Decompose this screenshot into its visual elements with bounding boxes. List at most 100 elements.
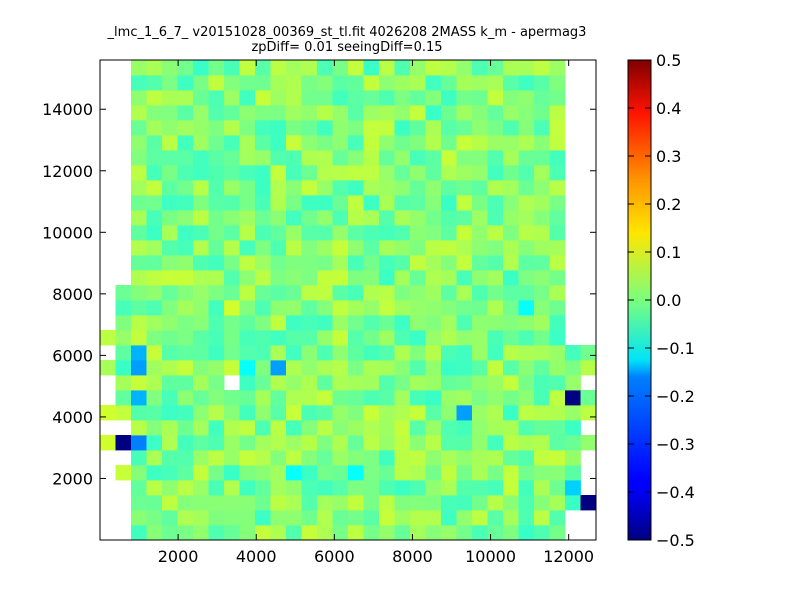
heatmap-cell (193, 330, 209, 346)
heatmap-cell (456, 180, 473, 196)
heatmap-cell (193, 150, 209, 166)
heatmap-cell (131, 135, 147, 151)
heatmap-cell (363, 240, 380, 256)
heatmap-cell (518, 150, 535, 166)
heatmap-cell (146, 180, 163, 196)
heatmap-cell (487, 270, 504, 286)
heatmap-cell (534, 255, 550, 271)
heatmap-cell (456, 390, 473, 406)
heatmap-cell (317, 210, 333, 226)
heatmap-cell (131, 345, 147, 361)
heatmap-cell (456, 300, 473, 316)
heatmap-cell (115, 465, 132, 481)
heatmap-cell (487, 255, 504, 271)
heatmap-cell (580, 390, 597, 406)
colorbar-tick-label: −0.4 (656, 483, 695, 502)
heatmap-cell (348, 240, 364, 256)
heatmap-cell (131, 390, 147, 406)
heatmap-cell (503, 465, 519, 481)
heatmap-cell (286, 240, 302, 256)
heatmap-cell (441, 285, 457, 301)
heatmap-cell (410, 195, 426, 211)
heatmap-cell (456, 510, 473, 526)
heatmap-cell (317, 120, 333, 136)
heatmap-cell (286, 510, 302, 526)
heatmap-cell (363, 465, 380, 481)
heatmap-cell (549, 240, 566, 256)
heatmap-cell (286, 60, 302, 76)
heatmap-cell (270, 375, 287, 391)
heatmap-cell (379, 165, 395, 181)
heatmap-cell (239, 120, 256, 136)
heatmap-cell (255, 450, 271, 466)
heatmap-cell (503, 315, 519, 331)
heatmap-cell (348, 180, 364, 196)
heatmap-cell (363, 375, 380, 391)
heatmap-cell (410, 165, 426, 181)
heatmap-cell (425, 105, 442, 121)
heatmap-cell (301, 525, 318, 541)
heatmap-cell (456, 360, 473, 376)
heatmap-cell (456, 345, 473, 361)
heatmap-cell (441, 120, 457, 136)
heatmap-cell (224, 195, 240, 211)
heatmap-cell (472, 240, 488, 256)
heatmap-cell (503, 135, 519, 151)
heatmap-cell (332, 210, 349, 226)
heatmap-cell (146, 450, 163, 466)
heatmap-cell (379, 315, 395, 331)
heatmap-cell (534, 135, 550, 151)
heatmap-cell (565, 465, 581, 481)
heatmap-cell (410, 285, 426, 301)
heatmap-cell (580, 495, 597, 511)
heatmap-cell (332, 75, 349, 91)
heatmap-cell (332, 495, 349, 511)
heatmap-cell (162, 300, 178, 316)
heatmap-cell (270, 510, 287, 526)
heatmap-cell (317, 495, 333, 511)
heatmap-cell (394, 270, 411, 286)
heatmap-cell (177, 315, 194, 331)
heatmap-cells (100, 60, 597, 541)
heatmap-cell (503, 390, 519, 406)
heatmap-cell (425, 465, 442, 481)
heatmap-cell (146, 60, 163, 76)
heatmap-cell (456, 315, 473, 331)
heatmap-cell (255, 240, 271, 256)
heatmap-cell (379, 390, 395, 406)
heatmap-cell (363, 360, 380, 376)
heatmap-cell (224, 345, 240, 361)
heatmap-cell (348, 150, 364, 166)
heatmap-cell (301, 510, 318, 526)
heatmap-cell (162, 210, 178, 226)
heatmap-cell (286, 195, 302, 211)
heatmap-cell (410, 315, 426, 331)
heatmap-cell (425, 345, 442, 361)
heatmap-cell (131, 405, 147, 421)
heatmap-cell (348, 105, 364, 121)
heatmap-cell (441, 240, 457, 256)
heatmap-cell (534, 105, 550, 121)
heatmap-cell (286, 105, 302, 121)
heatmap-cell (472, 120, 488, 136)
heatmap-cell (549, 195, 566, 211)
heatmap-cell (565, 390, 581, 406)
heatmap-cell (518, 240, 535, 256)
heatmap-cell (549, 465, 566, 481)
heatmap-cell (379, 210, 395, 226)
heatmap-cell (270, 255, 287, 271)
heatmap-cell (193, 390, 209, 406)
heatmap-cell (115, 285, 132, 301)
y-tick-label: 12000 (42, 162, 93, 181)
heatmap-cell (441, 165, 457, 181)
heatmap-cell (487, 300, 504, 316)
heatmap-cell (208, 285, 225, 301)
heatmap-cell (332, 330, 349, 346)
heatmap-cell (239, 360, 256, 376)
heatmap-cell (177, 450, 194, 466)
heatmap-cell (410, 345, 426, 361)
heatmap-cell (208, 90, 225, 106)
heatmap-cell (348, 90, 364, 106)
heatmap-cell (208, 435, 225, 451)
heatmap-cell (363, 300, 380, 316)
